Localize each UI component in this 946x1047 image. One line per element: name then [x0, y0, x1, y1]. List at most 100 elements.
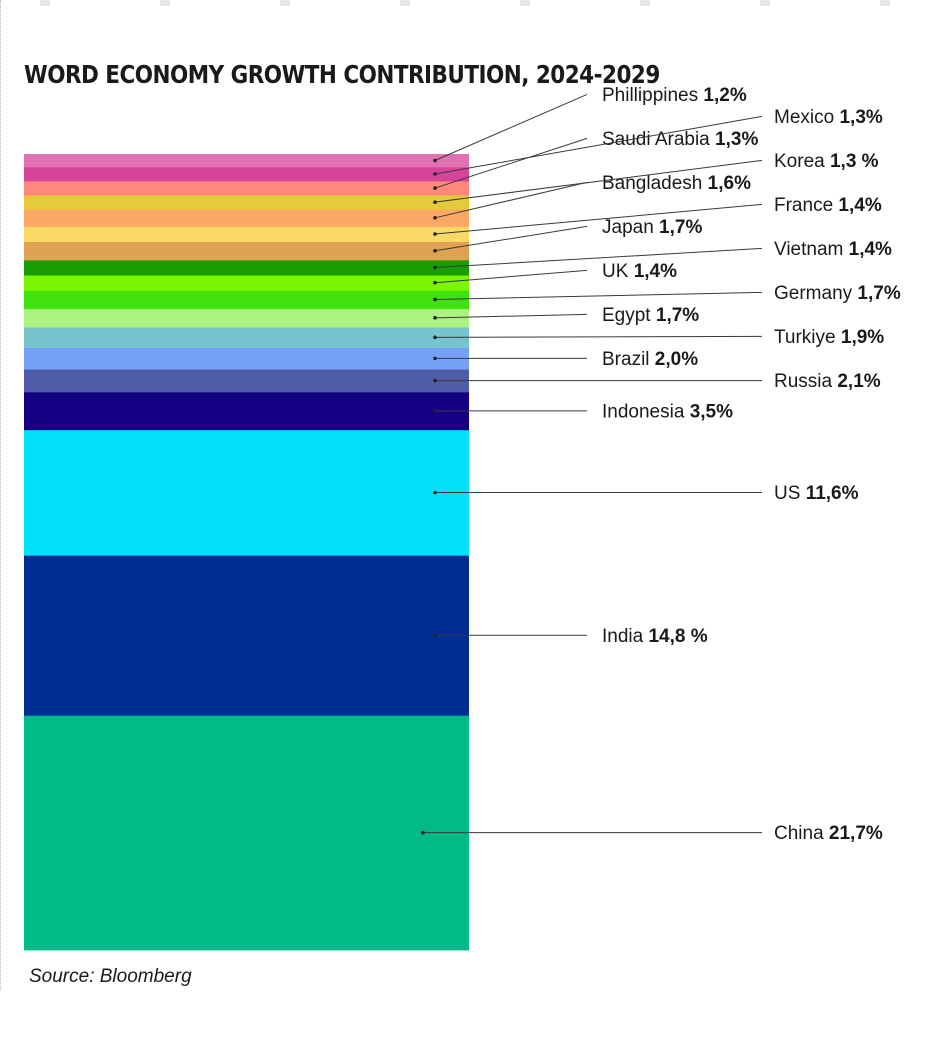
leader-line-vietnam — [434, 247, 763, 269]
label-country: Phillippines — [602, 85, 703, 106]
label-country: US — [774, 483, 806, 504]
label-country: China — [774, 823, 829, 844]
label-percentage: 11,6% — [806, 483, 859, 504]
label-china: China 21,7% — [774, 823, 883, 844]
leader-line-france — [434, 203, 763, 235]
segment-us — [24, 429, 469, 556]
leader-dot-uk — [433, 280, 437, 285]
label-percentage: 1,4% — [634, 261, 677, 282]
label-country: Mexico — [774, 107, 839, 128]
leader-dot-germany — [433, 297, 437, 302]
leader-dot-france — [433, 232, 437, 236]
leader-line-uk — [434, 269, 588, 284]
leader-line-turkiye — [434, 335, 763, 338]
source-note: Source: Bloomberg — [29, 966, 192, 987]
label-korea: Korea 1,3 % — [774, 151, 879, 172]
label-percentage: 3,5% — [690, 401, 733, 422]
label-country: Vietnam — [774, 239, 849, 260]
segment-vietnam — [24, 259, 469, 276]
label-country: Indonesia — [602, 401, 690, 422]
label-us: US 11,6% — [774, 483, 859, 504]
leader-line-korea — [434, 159, 763, 203]
leader-line-egypt — [434, 313, 588, 319]
label-percentage: 21,7% — [829, 823, 883, 844]
label-country: Brazil — [602, 349, 655, 370]
label-percentage: 2,1% — [837, 371, 880, 392]
segment-phillippines — [24, 154, 469, 168]
leader-dot-saudi-arabia — [433, 186, 437, 190]
leader-dot-russia — [433, 378, 437, 383]
label-country: India — [602, 626, 648, 647]
segment-bangladesh — [24, 209, 469, 227]
segment-russia — [24, 369, 469, 393]
segment-china — [24, 715, 469, 951]
leader-line-saudi-arabia — [434, 137, 588, 189]
leader-line-japan — [434, 225, 588, 252]
label-country: France — [774, 195, 838, 216]
leader-dot-korea — [433, 200, 437, 204]
label-saudi-arabia: Saudi Arabia 1,3% — [602, 129, 758, 150]
chart-title: WORD ECONOMY GROWTH CONTRIBUTION, 2024-2… — [24, 60, 660, 89]
leader-line-phillippines — [434, 93, 588, 161]
leader-line-germany — [434, 291, 763, 300]
label-country: Korea — [774, 151, 830, 172]
segment-korea — [24, 195, 469, 210]
leader-dot-mexico — [433, 172, 437, 176]
label-india: India 14,8 % — [602, 626, 708, 647]
label-percentage: 14,8 % — [648, 626, 707, 647]
label-percentage: 1,7% — [857, 283, 900, 304]
label-percentage: 1,6% — [708, 173, 751, 194]
label-egypt: Egypt 1,7% — [602, 305, 699, 326]
leader-dot-turkiye — [433, 335, 437, 340]
label-percentage: 1,7% — [659, 217, 702, 238]
leader-dot-japan — [433, 249, 437, 253]
leader-dot-us — [433, 490, 437, 495]
label-bangladesh: Bangladesh 1,6% — [602, 173, 751, 194]
label-percentage: 1,4% — [838, 195, 881, 216]
segment-japan — [24, 241, 469, 261]
leader-dot-bangladesh — [433, 216, 437, 220]
label-turkiye: Turkiye 1,9% — [774, 327, 884, 348]
label-france: France 1,4% — [774, 195, 882, 216]
segment-uk — [24, 275, 469, 291]
label-russia: Russia 2,1% — [774, 371, 881, 392]
leader-line-bangladesh — [434, 181, 588, 219]
leader-dot-vietnam — [433, 265, 437, 270]
label-country: Germany — [774, 283, 857, 304]
label-mexico: Mexico 1,3% — [774, 107, 883, 128]
label-uk: UK 1,4% — [602, 261, 677, 282]
segment-turkiye — [24, 327, 469, 348]
cropped-header-marks — [40, 0, 920, 6]
page-edge-rule — [0, 0, 1, 990]
label-country: Bangladesh — [602, 173, 708, 194]
label-country: Russia — [774, 371, 837, 392]
leader-dot-india — [433, 633, 437, 638]
label-percentage: 2,0% — [655, 349, 698, 370]
label-brazil: Brazil 2,0% — [602, 349, 698, 370]
label-japan: Japan 1,7% — [602, 217, 702, 238]
leader-dot-brazil — [433, 356, 437, 361]
leader-dot-egypt — [433, 316, 437, 320]
label-percentage: 1,2% — [703, 85, 746, 106]
label-percentage: 1,7% — [656, 305, 699, 326]
label-phillippines: Phillippines 1,2% — [602, 85, 747, 106]
label-percentage: 1,4% — [849, 239, 892, 260]
leader-dot-phillippines — [433, 158, 437, 163]
label-percentage: 1,9% — [841, 327, 884, 348]
segment-germany — [24, 290, 469, 310]
segment-indonesia — [24, 391, 469, 431]
leader-line-mexico — [434, 115, 763, 175]
label-country: Egypt — [602, 305, 656, 326]
leader-dot-china — [421, 830, 425, 835]
segment-india — [24, 555, 469, 716]
label-indonesia: Indonesia 3,5% — [602, 401, 733, 422]
label-germany: Germany 1,7% — [774, 283, 901, 304]
label-country: Saudi Arabia — [602, 129, 715, 150]
label-percentage: 1,3% — [715, 129, 758, 150]
segment-mexico — [24, 166, 469, 182]
label-country: UK — [602, 261, 634, 282]
label-country: Japan — [602, 217, 659, 238]
segment-france — [24, 226, 469, 242]
leader-dot-indonesia — [433, 409, 437, 413]
